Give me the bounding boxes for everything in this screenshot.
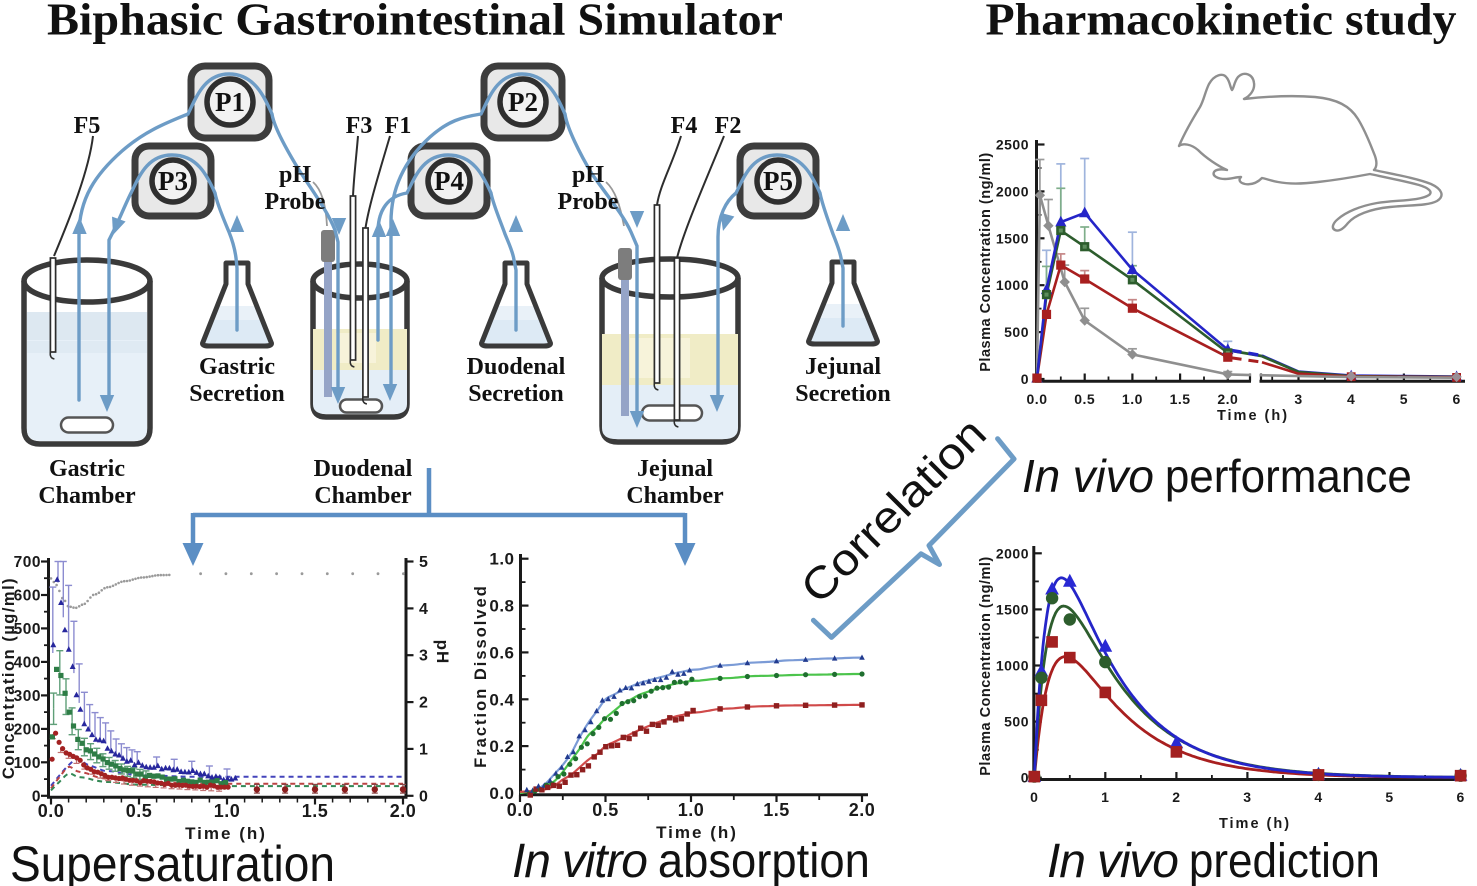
- svg-text:Concentration (µg/ml): Concentration (µg/ml): [0, 577, 18, 779]
- svg-text:0.0: 0.0: [1027, 391, 1048, 407]
- svg-text:6: 6: [1456, 789, 1464, 805]
- svg-text:4: 4: [419, 601, 428, 618]
- svg-text:2000: 2000: [996, 183, 1029, 199]
- svg-text:0.4: 0.4: [489, 690, 514, 709]
- svg-text:1500: 1500: [996, 601, 1029, 617]
- svg-text:Pharmacokinetic study: Pharmacokinetic study: [986, 0, 1458, 45]
- svg-text:Plasma Concentration (ng/ml): Plasma Concentration (ng/ml): [978, 556, 994, 775]
- svg-text:pH: pH: [433, 640, 452, 665]
- svg-text:2500: 2500: [996, 137, 1029, 153]
- svg-text:0.6: 0.6: [489, 643, 514, 662]
- svg-text:Fraction Dissolved: Fraction Dissolved: [472, 584, 490, 768]
- svg-text:Jejunal: Jejunal: [805, 354, 881, 380]
- svg-text:Probe: Probe: [265, 189, 326, 215]
- svg-text:0: 0: [1030, 789, 1038, 805]
- svg-text:Supersaturation: Supersaturation: [10, 836, 335, 886]
- svg-text:1000: 1000: [996, 277, 1029, 293]
- svg-text:1.5: 1.5: [1170, 391, 1191, 407]
- svg-text:1: 1: [419, 741, 428, 758]
- svg-text:500: 500: [14, 621, 41, 638]
- svg-text:Chamber: Chamber: [38, 483, 136, 509]
- svg-text:Secretion: Secretion: [468, 381, 564, 407]
- svg-text:1.5: 1.5: [763, 800, 790, 820]
- svg-text:400: 400: [14, 654, 41, 671]
- svg-text:Secretion: Secretion: [795, 381, 891, 407]
- svg-text:F3: F3: [346, 113, 373, 139]
- svg-text:3: 3: [419, 648, 428, 665]
- svg-text:5: 5: [419, 554, 428, 571]
- svg-text:0: 0: [32, 788, 41, 805]
- svg-text:0.5: 0.5: [592, 800, 619, 820]
- svg-text:2000: 2000: [996, 545, 1029, 561]
- svg-text:Biphasic Gastrointestinal Simu: Biphasic Gastrointestinal Simulator: [47, 0, 783, 45]
- svg-text:1: 1: [1101, 789, 1109, 805]
- svg-text:0.5: 0.5: [1074, 391, 1095, 407]
- svg-text:Chamber: Chamber: [626, 483, 724, 509]
- svg-text:Time (h): Time (h): [185, 824, 267, 843]
- svg-text:Jejunal: Jejunal: [637, 456, 713, 482]
- svg-text:Secretion: Secretion: [189, 381, 285, 407]
- svg-text:0: 0: [1021, 371, 1029, 387]
- svg-text:Time (h): Time (h): [1219, 816, 1291, 832]
- svg-text:Duodenal: Duodenal: [314, 456, 413, 482]
- svg-text:Time (h): Time (h): [656, 823, 738, 842]
- svg-text:0.5: 0.5: [126, 801, 153, 821]
- svg-text:2: 2: [419, 695, 428, 712]
- svg-text:4: 4: [1347, 391, 1355, 407]
- svg-text:1.0: 1.0: [214, 801, 241, 821]
- svg-text:P3: P3: [158, 166, 188, 196]
- svg-text:0.2: 0.2: [489, 737, 514, 756]
- svg-text:3: 3: [1243, 789, 1251, 805]
- svg-text:3: 3: [1294, 391, 1302, 407]
- svg-text:F4: F4: [671, 113, 698, 139]
- svg-text:Chamber: Chamber: [314, 483, 412, 509]
- svg-text:F1: F1: [385, 113, 412, 139]
- svg-text:0.0: 0.0: [507, 800, 534, 820]
- svg-text:200: 200: [14, 721, 41, 738]
- svg-text:100: 100: [14, 755, 41, 772]
- svg-text:5: 5: [1385, 789, 1393, 805]
- svg-text:P1: P1: [215, 87, 245, 117]
- svg-text:2.0: 2.0: [849, 800, 876, 820]
- svg-text:P5: P5: [763, 166, 793, 196]
- svg-text:P4: P4: [434, 166, 464, 196]
- svg-text:4: 4: [1314, 789, 1322, 805]
- svg-text:6: 6: [1452, 391, 1460, 407]
- svg-text:1.0: 1.0: [489, 550, 514, 569]
- svg-text:pH: pH: [279, 162, 311, 188]
- svg-text:0: 0: [419, 788, 428, 805]
- svg-text:Duodenal: Duodenal: [467, 354, 566, 380]
- svg-text:0.0: 0.0: [489, 784, 514, 803]
- svg-text:1.0: 1.0: [1122, 391, 1143, 407]
- svg-text:2.0: 2.0: [1217, 391, 1238, 407]
- svg-text:5: 5: [1400, 391, 1408, 407]
- svg-text:300: 300: [14, 688, 41, 705]
- svg-text:1000: 1000: [996, 658, 1029, 674]
- svg-text:2.0: 2.0: [390, 801, 417, 821]
- svg-text:0.0: 0.0: [38, 801, 65, 821]
- svg-text:Probe: Probe: [558, 189, 619, 215]
- svg-text:P2: P2: [508, 87, 538, 117]
- svg-text:Time (h): Time (h): [1217, 408, 1289, 424]
- svg-text:0.8: 0.8: [489, 597, 514, 616]
- svg-text:700: 700: [14, 554, 41, 571]
- svg-text:pH: pH: [572, 162, 604, 188]
- svg-text:Gastric: Gastric: [49, 456, 125, 482]
- svg-text:Gastric: Gastric: [199, 354, 275, 380]
- svg-text:1500: 1500: [996, 230, 1029, 246]
- svg-text:Plasma Concentration (ng/ml): Plasma Concentration (ng/ml): [978, 152, 994, 371]
- svg-text:500: 500: [1004, 324, 1029, 340]
- svg-text:600: 600: [14, 588, 41, 605]
- svg-text:1.5: 1.5: [302, 801, 329, 821]
- svg-text:F5: F5: [74, 113, 101, 139]
- svg-text:2: 2: [1172, 789, 1180, 805]
- svg-text:F2: F2: [715, 113, 742, 139]
- svg-text:0: 0: [1021, 770, 1029, 786]
- svg-text:1.0: 1.0: [678, 800, 705, 820]
- svg-text:500: 500: [1004, 714, 1029, 730]
